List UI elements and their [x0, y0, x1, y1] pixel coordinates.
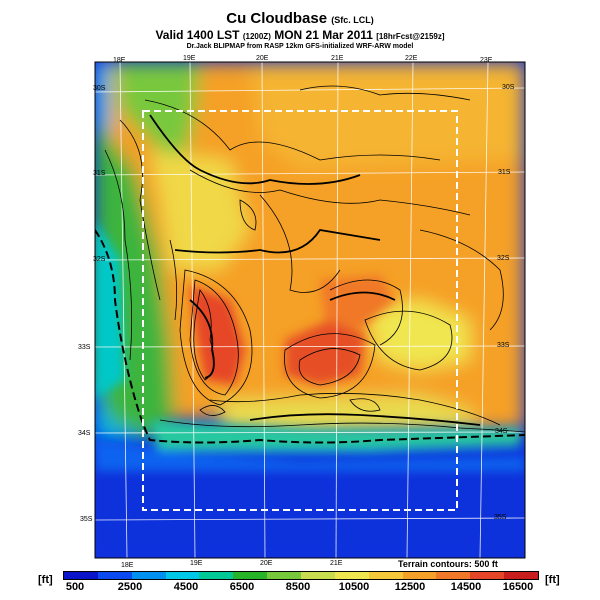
lat-label-left: 32S	[93, 256, 106, 263]
colorbar-tick-label: 8500	[285, 581, 311, 593]
colorbar-swatch	[267, 572, 302, 579]
colorbar-swatch	[131, 572, 166, 579]
major-terrain-contours	[149, 114, 481, 426]
terrain-contours	[104, 85, 525, 433]
lat-label-right: 34S	[495, 428, 508, 435]
lat-label-right: 35S	[494, 514, 507, 521]
lon-label-top: 21E	[331, 55, 344, 62]
colorbar-tick-label: 16500	[502, 581, 534, 593]
lat-label-left: 30S	[93, 85, 106, 92]
inner-domain-box	[142, 110, 458, 511]
valid-time-utc: (1200Z)	[242, 32, 271, 41]
colorbar-swatch	[436, 572, 471, 579]
colorbar-swatch	[233, 572, 268, 579]
title-suffix: (Sfc. LCL)	[331, 15, 374, 25]
colorbar-swatch	[165, 572, 200, 579]
colorbar-swatch	[402, 572, 437, 579]
colorbar-swatch	[504, 572, 539, 579]
colorbar-swatch	[301, 572, 335, 579]
colorbar-swatch	[97, 572, 132, 579]
colorbar-swatch	[199, 572, 234, 579]
colorbar-tick-label: 6500	[229, 581, 255, 593]
lon-label-bottom: 18E	[121, 562, 134, 569]
map-frame	[94, 61, 526, 559]
lat-label-left: 31S	[93, 170, 106, 177]
valid-time: Valid 1400 LST	[155, 28, 240, 42]
colorbar-unit-right: [ft]	[545, 574, 560, 586]
colorbar-tick-label: 10500	[338, 581, 370, 593]
lat-label-right: 30S	[502, 84, 515, 91]
colorbar-unit-left: [ft]	[38, 574, 53, 586]
colorbar-swatch	[64, 572, 98, 579]
model-credit: Dr.Jack BLIPMAP from RASP 12km GFS-initi…	[186, 43, 414, 50]
lon-label-top: 19E	[183, 55, 196, 62]
lat-label-left: 34S	[78, 430, 91, 437]
lon-label-top: 23E	[480, 57, 493, 64]
cloudbase-field	[95, 62, 525, 558]
colorbar-tick-label: 14500	[450, 581, 482, 593]
colorbar-swatch	[368, 572, 403, 579]
colorbar-tick-label: 500	[65, 581, 85, 593]
lat-label-left: 35S	[80, 516, 93, 523]
title-main: Cu Cloudbase	[226, 10, 328, 27]
lat-label-right: 32S	[497, 255, 510, 262]
lat-label-right: 31S	[498, 169, 511, 176]
colorbar	[63, 571, 539, 580]
lat-label-right: 33S	[497, 342, 510, 349]
colorbar-tick-label: 2500	[117, 581, 143, 593]
colorbar-swatch	[334, 572, 369, 579]
terrain-contour-note: Terrain contours: 500 ft	[398, 559, 498, 569]
colorbar-tick-label: 4500	[173, 581, 199, 593]
lat-label-left: 33S	[78, 344, 91, 351]
lon-label-bottom: 21E	[330, 560, 343, 567]
coastline	[95, 229, 525, 444]
lon-label-top: 22E	[405, 55, 418, 62]
lon-label-top: 20E	[256, 55, 269, 62]
colorbar-swatch	[470, 572, 505, 579]
map-title: Cu Cloudbase (Sfc. LCL)	[0, 10, 600, 27]
lon-label-bottom: 20E	[260, 560, 273, 567]
valid-date: MON 21 Mar 2011	[274, 28, 373, 42]
colorbar-tick-label: 12500	[394, 581, 426, 593]
lon-label-top: 18E	[113, 57, 126, 64]
forecast-info: [18hrFcst@2159z]	[376, 32, 445, 41]
lon-label-bottom: 19E	[190, 560, 203, 567]
valid-time-line: Valid 1400 LST (1200Z) MON 21 Mar 2011 […	[0, 28, 600, 42]
